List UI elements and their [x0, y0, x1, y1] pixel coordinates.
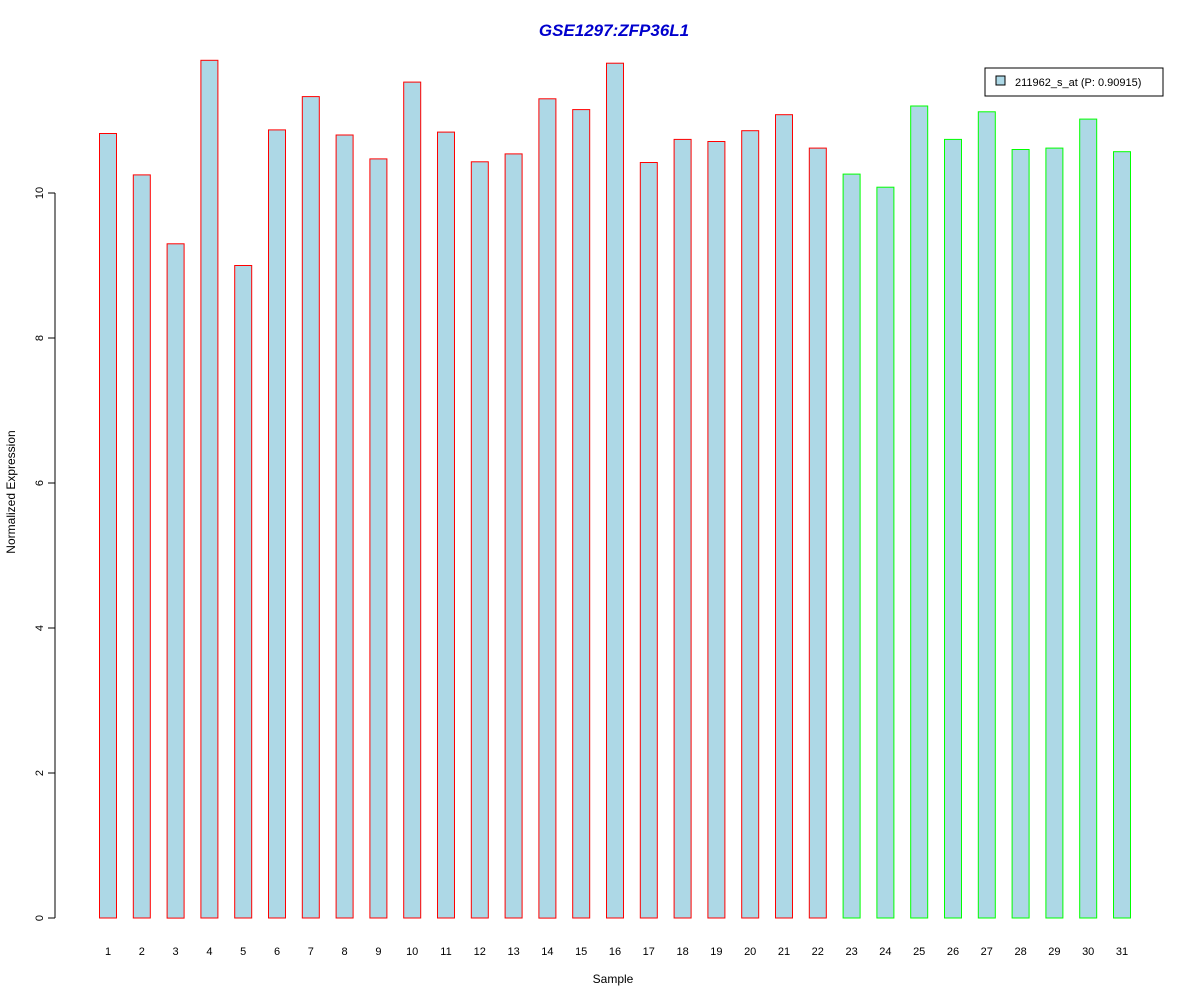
x-tick-label: 9	[375, 946, 381, 958]
bar-sample-4	[200, 59, 219, 919]
y-tick-label: 8	[34, 335, 46, 341]
x-tick-label: 6	[274, 946, 280, 958]
x-tick-label: 1	[105, 946, 111, 958]
bar-sample-6	[268, 129, 286, 919]
bar-sample-14	[538, 98, 557, 919]
bars-group	[99, 59, 1131, 919]
bar-sample-8	[335, 134, 354, 919]
x-tick-label: 30	[1082, 946, 1094, 958]
bar-sample-18	[673, 138, 692, 919]
x-tick-label: 21	[778, 946, 790, 958]
bar-sample-23	[842, 173, 861, 919]
bar-sample-12	[470, 161, 489, 919]
x-tick-label: 5	[240, 946, 246, 958]
x-tick-label: 22	[812, 946, 824, 958]
x-tick-label: 19	[710, 946, 722, 958]
x-tick-label: 10	[406, 946, 418, 958]
x-tick-label: 20	[744, 946, 756, 958]
x-tick-label: 26	[947, 946, 959, 958]
x-tick-label: 13	[507, 946, 519, 958]
bar-sample-25	[910, 105, 929, 919]
bar-sample-5	[234, 265, 253, 919]
bar-sample-15	[572, 109, 591, 919]
x-tick-label: 17	[643, 946, 655, 958]
bar-sample-13	[504, 153, 523, 919]
bar-sample-22	[808, 147, 827, 919]
bar-sample-7	[301, 96, 320, 919]
legend-swatch	[995, 75, 1006, 86]
x-tick-label: 8	[342, 946, 348, 958]
bar-sample-20	[741, 130, 760, 919]
bar-sample-10	[403, 81, 422, 919]
bar-sample-24	[876, 186, 895, 919]
y-axis: 0 2 4 6 8 10	[34, 187, 56, 921]
bar-sample-16	[606, 62, 624, 919]
x-tick-label: 15	[575, 946, 587, 958]
x-tick-labels: 1 2 3 4 5 6 7 8 9 10 11 12 13 14 15 16 17 18 19 20 21 22 23 24 2…	[105, 946, 1128, 958]
x-tick-label: 18	[676, 946, 688, 958]
x-tick-label: 3	[173, 946, 179, 958]
y-tick-label: 4	[34, 625, 46, 631]
bar-sample-28	[1011, 149, 1030, 919]
y-tick-label: 2	[34, 770, 46, 776]
y-tick-label: 10	[34, 187, 46, 199]
legend-label: 211962_s_at (P: 0.90915)	[1015, 77, 1141, 89]
x-tick-label: 27	[981, 946, 993, 958]
x-tick-label: 11	[440, 946, 451, 958]
x-tick-label: 2	[139, 946, 145, 958]
legend: 211962_s_at (P: 0.90915)	[984, 67, 1164, 97]
bar-sample-30	[1079, 118, 1098, 919]
x-tick-label: 23	[845, 946, 857, 958]
bar-sample-11	[437, 131, 455, 919]
bar-sample-3	[166, 243, 185, 919]
x-tick-label: 7	[308, 946, 314, 958]
bar-sample-9	[369, 158, 388, 919]
x-tick-label: 24	[879, 946, 891, 958]
bar-sample-27	[977, 111, 996, 919]
x-tick-label: 14	[541, 946, 553, 958]
bar-sample-2	[132, 174, 151, 919]
legend-box	[984, 67, 1164, 97]
x-tick-label: 25	[913, 946, 925, 958]
bar-sample-21	[775, 114, 793, 919]
bar-sample-19	[707, 141, 726, 919]
chart-title: GSE1297:ZFP36L1	[539, 21, 689, 40]
x-tick-label: 31	[1116, 946, 1128, 958]
x-axis-title: Sample	[593, 972, 634, 986]
x-tick-label: 16	[609, 946, 621, 958]
y-tick-label: 6	[34, 480, 46, 486]
x-tick-label: 4	[206, 946, 212, 958]
y-axis-title: Normalized Expression	[4, 430, 18, 553]
x-tick-label: 28	[1014, 946, 1026, 958]
x-tick-label: 29	[1048, 946, 1060, 958]
bar-sample-1	[99, 133, 117, 919]
x-tick-label: 12	[474, 946, 486, 958]
bar-sample-31	[1113, 151, 1131, 919]
bar-sample-26	[944, 138, 962, 919]
bar-sample-17	[639, 162, 658, 919]
bar-sample-29	[1045, 147, 1064, 919]
y-tick-label: 0	[34, 915, 46, 921]
